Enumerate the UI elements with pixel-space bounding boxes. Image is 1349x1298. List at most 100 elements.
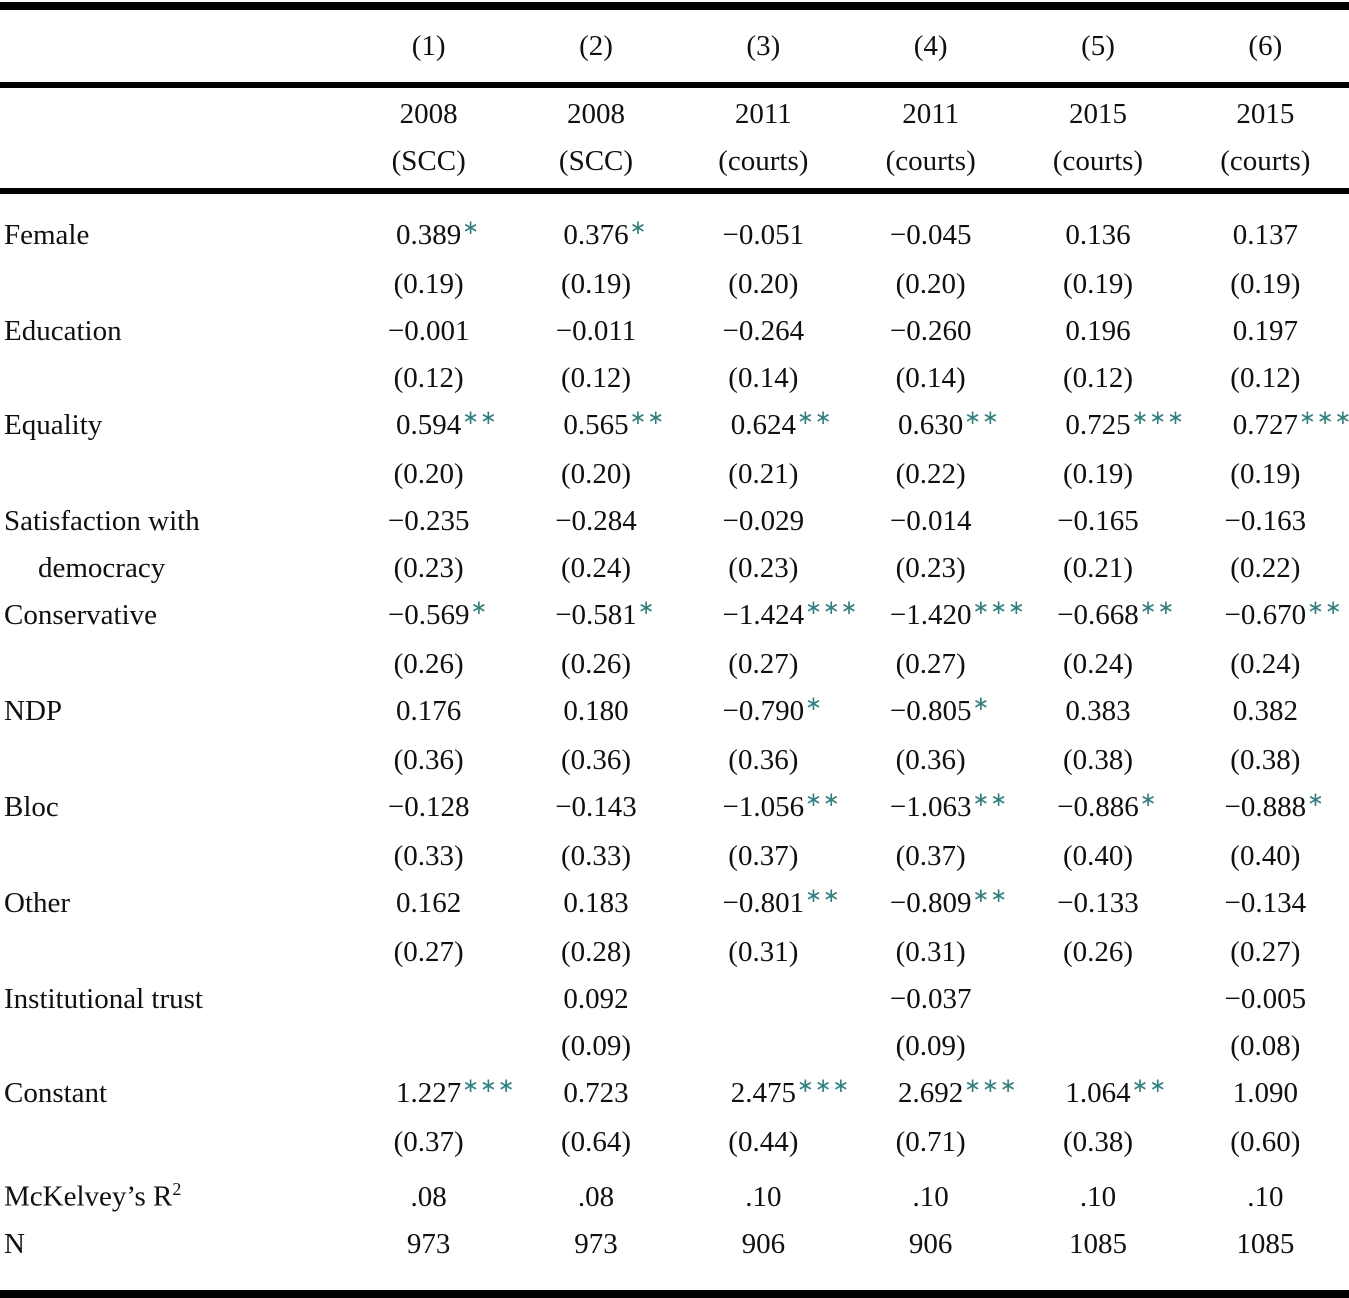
coefficient-cell: 0.565∗∗ — [512, 402, 679, 451]
column-year: 2011 — [734, 98, 792, 130]
coefficient-cell: −0.134 — [1182, 880, 1349, 927]
standard-error-cell: (0.24) — [1062, 648, 1134, 680]
coefficient-value: −0.809 — [889, 887, 972, 919]
standard-error-cell: (0.19) — [393, 268, 464, 300]
standard-error-cell: (0.14) — [895, 362, 966, 394]
table-row-standard-errors: (0.33) (0.33) (0.37) (0.37) (0.40) (0.40) — [0, 833, 1349, 880]
coefficient-cell: −1.424∗∗∗ — [680, 592, 858, 641]
standard-error-cell: (0.22) — [1230, 552, 1301, 584]
coefficient-value: 0.092 — [563, 983, 629, 1015]
coefficient-cell: −0.581∗ — [512, 592, 679, 641]
coefficient-value: 0.725 — [1065, 409, 1131, 441]
coefficient-cell: −0.235 — [345, 498, 512, 545]
coefficient-value: −0.264 — [722, 315, 805, 347]
coefficient-value: −0.001 — [387, 315, 470, 347]
coefficient-value: −0.045 — [889, 219, 972, 251]
coefficient-cell: 0.180 — [512, 688, 679, 735]
table-row-standard-errors: (0.12) (0.12) (0.14) (0.14) (0.12) (0.12) — [0, 355, 1349, 402]
column-number-1: (1) — [411, 29, 446, 62]
significance-stars: ∗∗∗ — [796, 1073, 851, 1097]
coefficient-value: −0.134 — [1224, 887, 1307, 919]
stat-value: .10 — [745, 1180, 782, 1213]
coefficient-value: −0.805 — [889, 695, 972, 727]
column-dv-label: (courts) — [885, 145, 976, 177]
coefficient-value: 0.565 — [563, 409, 629, 441]
stat-value: .08 — [577, 1180, 615, 1213]
table-row-standard-errors: (0.26) (0.26) (0.27) (0.27) (0.24) (0.24) — [0, 641, 1349, 688]
standard-error-cell: (0.38) — [1062, 744, 1134, 776]
table-row-coefficients: Satisfaction with −0.235 −0.284 −0.029 −0.01… — [0, 498, 1349, 545]
standard-error-cell: (0.20) — [728, 268, 799, 300]
coefficient-cell: 1.227∗∗∗ — [345, 1070, 515, 1119]
standard-error-cell: (0.22) — [895, 458, 966, 490]
coefficient-cell: −0.284 — [512, 498, 679, 545]
standard-error-cell: (0.36) — [728, 744, 799, 776]
coefficient-cell: 0.183 — [512, 880, 679, 927]
top-rule — [0, 2, 1349, 10]
significance-stars: ∗∗∗ — [1131, 405, 1185, 429]
coefficient-cell: 0.196 — [1014, 308, 1181, 355]
coefficient-cell: 1.090 — [1182, 1070, 1349, 1117]
stat-value: .08 — [410, 1180, 447, 1213]
coefficient-cell: −0.045 — [847, 212, 1014, 259]
coefficient-cell: −1.063∗∗ — [847, 784, 1014, 833]
coefficient-cell: −0.005 — [1182, 976, 1349, 1023]
row-label: Female — [4, 219, 90, 251]
row-label: Institutional trust — [4, 983, 203, 1015]
table-row-coefficients: Bloc −0.128 −0.143 −1.056∗∗ −1.063∗∗ −0.886∗ −… — [0, 784, 1349, 833]
superscript: 2 — [172, 1179, 182, 1199]
row-label: Conservative — [4, 599, 158, 631]
standard-error-cell: (0.23) — [728, 552, 799, 584]
coefficient-value: −0.011 — [555, 315, 637, 347]
coefficient-value: −1.424 — [722, 599, 805, 631]
column-number-2: (2) — [579, 29, 613, 62]
coefficient-value: 0.630 — [898, 409, 964, 441]
coefficient-value: 0.136 — [1065, 219, 1131, 251]
table-row-coefficients: Female 0.389∗ 0.376∗ −0.051 −0.045 0.136 0.137 — [0, 212, 1349, 261]
column-year: 2015 — [1068, 98, 1127, 130]
coefficient-cell: −0.888∗ — [1182, 784, 1349, 833]
significance-stars: ∗ — [629, 215, 648, 239]
coefficient-cell: −0.569∗ — [345, 592, 512, 641]
standard-error-cell: (0.24) — [1230, 648, 1301, 680]
coefficient-value: 0.382 — [1232, 695, 1298, 727]
standard-error-cell: (0.19) — [1062, 268, 1134, 300]
table-row-coefficients: Equality 0.594∗∗ 0.565∗∗ 0.624∗∗ 0.630∗∗ 0.72… — [0, 402, 1349, 451]
coefficient-cell: 0.594∗∗ — [345, 402, 512, 451]
coefficient-value: 0.383 — [1065, 695, 1131, 727]
coefficient-value: 0.176 — [396, 695, 462, 727]
coefficient-cell: −0.809∗∗ — [847, 880, 1014, 929]
coefficient-cell: −0.051 — [680, 212, 847, 259]
table-row-coefficients: Education −0.001 −0.011 −0.264 −0.260 0.196 0.… — [0, 308, 1349, 355]
significance-stars: ∗ — [462, 215, 481, 239]
significance-stars: ∗ — [972, 691, 991, 715]
significance-stars: ∗ — [470, 595, 489, 619]
coefficient-value: −0.143 — [555, 791, 637, 823]
coefficient-cell: −1.056∗∗ — [680, 784, 847, 833]
coefficient-cell: 0.383 — [1014, 688, 1181, 735]
bottom-rule — [0, 1289, 1349, 1298]
coefficient-cell: 0.725∗∗∗ — [1014, 402, 1184, 451]
coefficient-value: 0.137 — [1232, 219, 1298, 251]
coefficient-value: −0.260 — [889, 315, 972, 347]
stat-value: 973 — [574, 1227, 618, 1260]
standard-error-cell: (0.64) — [560, 1126, 632, 1158]
coefficient-cell: −0.128 — [345, 784, 512, 831]
header-rule-upper — [0, 82, 1349, 88]
coefficient-cell: 0.376∗ — [512, 212, 679, 261]
coefficient-cell: −0.001 — [345, 308, 512, 355]
row-label: Other — [4, 887, 71, 919]
coefficient-cell: −0.668∗∗ — [1014, 592, 1181, 641]
column-number-6: (6) — [1248, 29, 1283, 62]
standard-error-cell: (0.71) — [895, 1126, 966, 1158]
standard-error-cell: (0.31) — [728, 936, 799, 968]
coefficient-value: 0.723 — [563, 1077, 629, 1109]
column-year: 2011 — [902, 98, 960, 130]
standard-error-cell: (0.27) — [895, 648, 966, 680]
coefficient-value: 0.180 — [563, 695, 629, 727]
column-header-1: 2008 (SCC) — [345, 91, 512, 185]
significance-stars: ∗∗∗ — [972, 595, 1026, 619]
coefficient-cell: −0.260 — [847, 308, 1014, 355]
column-header-2: 2008 (SCC) — [512, 91, 679, 185]
